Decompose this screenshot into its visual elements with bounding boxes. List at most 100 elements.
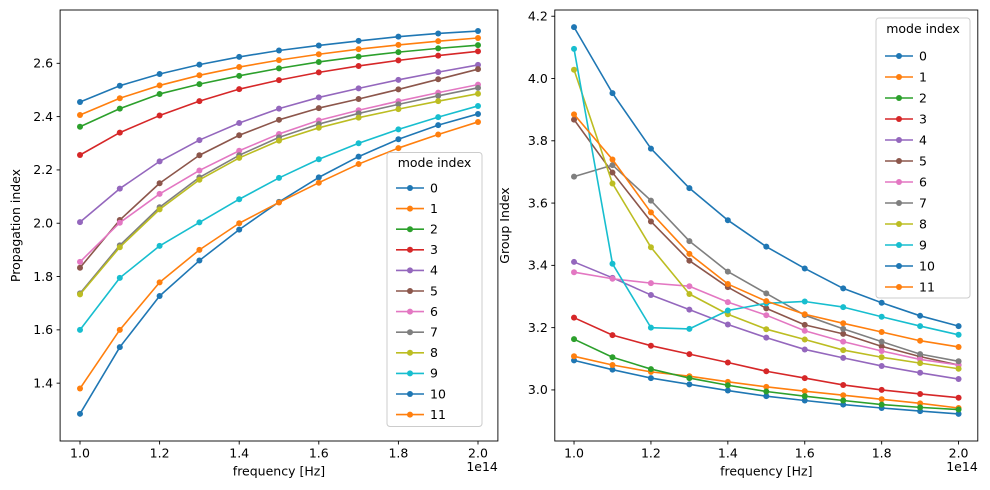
data-point	[878, 299, 885, 306]
data-point	[801, 311, 808, 318]
legend-item-9: 9	[885, 237, 927, 252]
data-point	[315, 179, 322, 186]
legend-label: 1	[430, 201, 438, 216]
data-point	[355, 53, 362, 60]
legend-label: 6	[919, 174, 927, 189]
data-point	[801, 388, 808, 395]
legend-marker	[407, 226, 413, 233]
data-point	[395, 41, 402, 48]
data-point	[724, 387, 731, 394]
data-point	[724, 268, 731, 275]
data-point	[77, 385, 83, 392]
data-point	[156, 70, 163, 77]
data-point	[917, 404, 924, 411]
data-point	[475, 110, 481, 117]
legend-marker	[896, 263, 902, 269]
data-point	[196, 72, 203, 79]
legend-item-5: 5	[396, 283, 438, 298]
x-tick-label: 1.0	[70, 446, 90, 461]
data-point	[475, 61, 481, 68]
data-point	[686, 250, 693, 257]
data-point	[395, 126, 402, 133]
x-tick-label: 1.4	[718, 446, 738, 461]
data-point	[571, 116, 578, 123]
data-point	[116, 185, 123, 192]
data-point	[917, 312, 924, 319]
y-tick-label: 3.4	[528, 258, 548, 273]
series-10	[571, 24, 962, 330]
legend-marker	[407, 267, 413, 274]
data-point	[686, 375, 693, 382]
data-point	[475, 66, 481, 73]
data-point	[475, 102, 481, 109]
x-axis-label: frequency [Hz]	[720, 464, 812, 479]
data-point	[801, 397, 808, 404]
data-point	[917, 351, 924, 358]
legend-item-1: 1	[885, 69, 927, 84]
legend-item-6: 6	[396, 304, 438, 319]
y-tick-label: 3.6	[528, 195, 548, 210]
legend-item-2: 2	[396, 222, 438, 237]
data-point	[609, 362, 616, 369]
data-point	[840, 381, 847, 388]
data-point	[315, 94, 322, 101]
legend-marker	[407, 308, 413, 315]
data-point	[276, 57, 282, 64]
legend-label: 8	[430, 345, 438, 360]
data-point	[609, 156, 616, 163]
data-point	[395, 49, 402, 56]
legend-title: mode index	[886, 21, 960, 36]
legend-label: 5	[919, 153, 927, 168]
data-point	[686, 283, 693, 290]
legend-label: 0	[430, 180, 438, 195]
legend-label: 11	[430, 407, 446, 422]
y-tick-label: 2.6	[33, 56, 53, 71]
data-point	[315, 51, 322, 58]
data-point	[395, 101, 402, 108]
data-point	[724, 382, 731, 389]
data-point	[116, 105, 123, 112]
data-point	[196, 61, 203, 68]
data-point	[196, 152, 203, 159]
legend-item-7: 7	[885, 195, 927, 210]
data-point	[840, 392, 847, 399]
data-point	[435, 131, 442, 138]
data-point	[315, 58, 322, 65]
data-point	[686, 185, 693, 192]
data-point	[77, 291, 83, 298]
data-point	[475, 34, 481, 41]
data-point	[647, 291, 654, 298]
data-point	[647, 209, 654, 216]
data-point	[801, 393, 808, 400]
data-point	[355, 62, 362, 69]
data-point	[763, 334, 770, 341]
data-point	[276, 137, 282, 144]
data-point	[801, 298, 808, 305]
data-point	[878, 343, 885, 350]
x-tick-label: 2.0	[949, 446, 969, 461]
data-point	[801, 321, 808, 328]
legend-marker	[407, 370, 413, 377]
legend-item-10: 10	[396, 386, 446, 401]
data-point	[571, 111, 578, 118]
legend-marker	[407, 246, 413, 253]
legend-box	[875, 17, 971, 299]
data-point	[763, 290, 770, 297]
legend-label: 2	[430, 222, 438, 237]
data-point	[724, 281, 731, 288]
data-point	[395, 33, 402, 40]
data-point	[686, 306, 693, 313]
data-point	[955, 394, 962, 401]
legend-item-2: 2	[885, 90, 927, 105]
data-point	[77, 264, 83, 271]
data-point	[116, 344, 123, 351]
data-point	[315, 156, 322, 163]
legend-label: 7	[430, 325, 438, 340]
x-tick-label: 1.2	[150, 446, 170, 461]
data-point	[609, 162, 616, 169]
data-point	[840, 330, 847, 337]
data-point	[878, 362, 885, 369]
series-2	[571, 336, 962, 413]
data-point	[609, 366, 616, 373]
legend-label: 9	[919, 237, 927, 252]
